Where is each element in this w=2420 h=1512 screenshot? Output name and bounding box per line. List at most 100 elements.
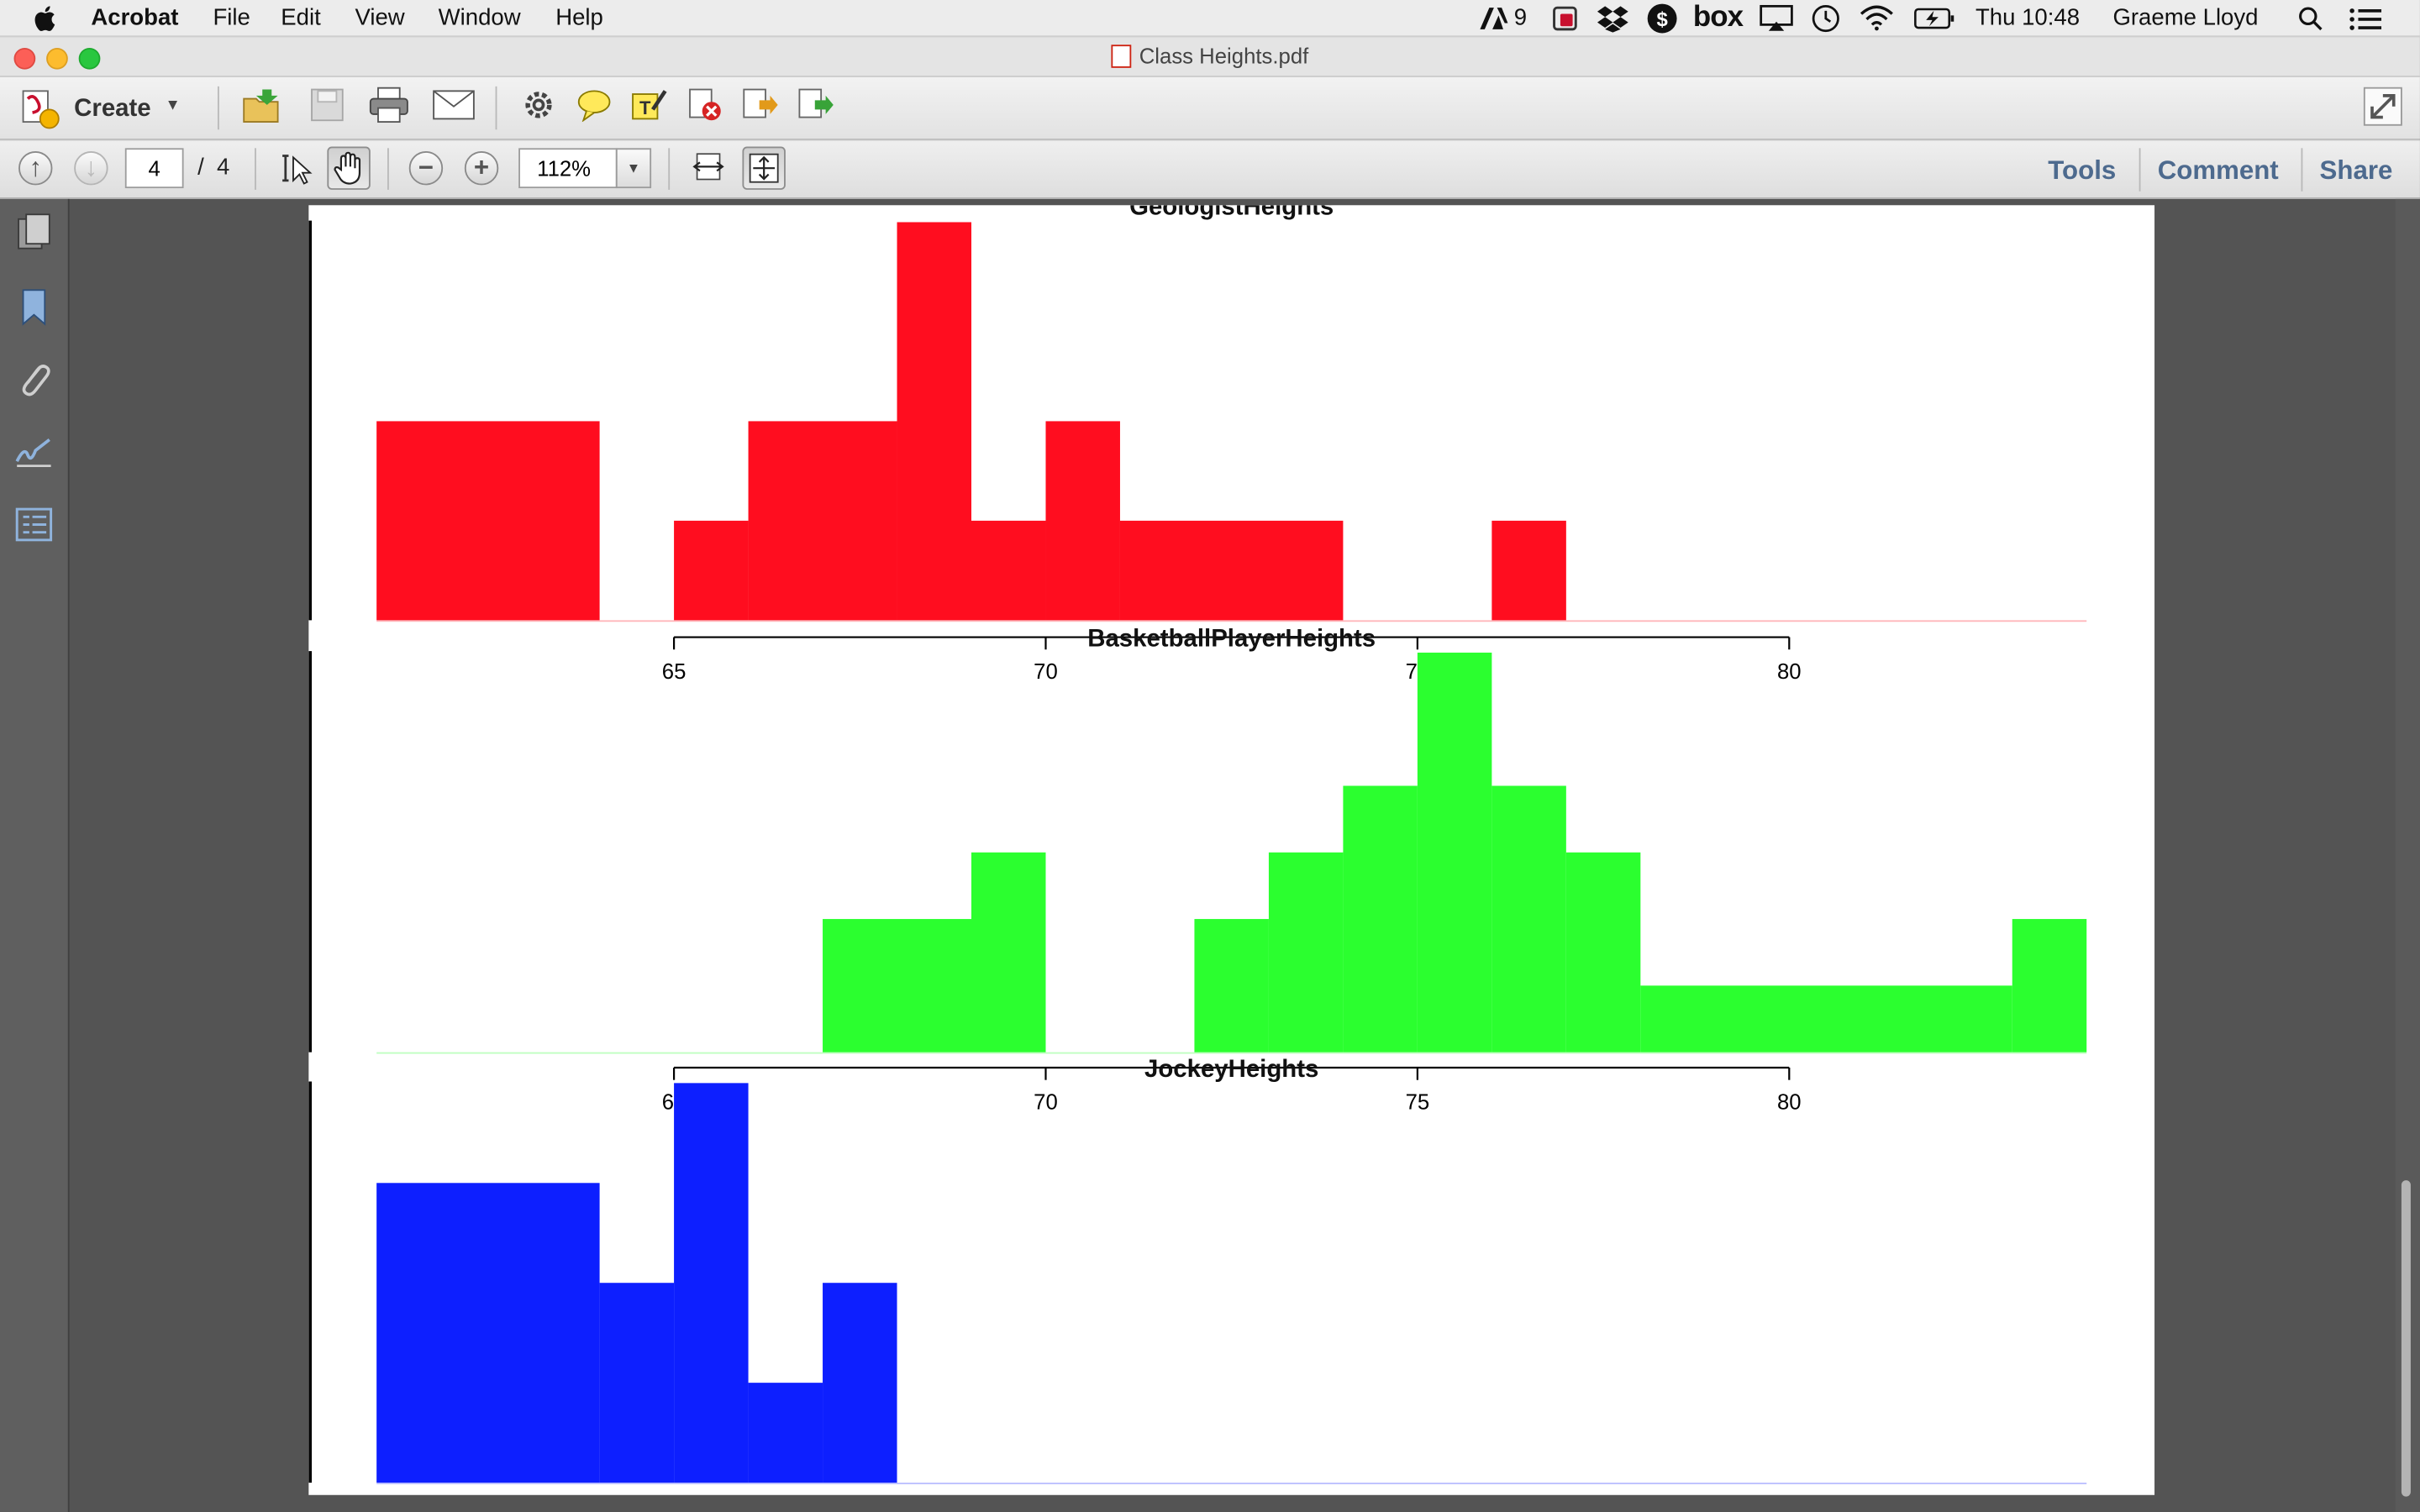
pages-icon[interactable] (13, 212, 55, 255)
save-icon[interactable] (308, 88, 345, 122)
zoom-in-icon[interactable]: + (464, 150, 499, 186)
prev-page-icon[interactable]: ↑ (18, 150, 53, 186)
select-icon[interactable] (278, 151, 315, 185)
fit-width-icon (749, 153, 779, 183)
zoom-level-input[interactable]: 112% (518, 148, 618, 189)
jockey-bar (674, 1083, 749, 1483)
acrobat-badge-icon[interactable] (1551, 5, 1579, 33)
fit-page-icon[interactable] (690, 150, 727, 183)
settings-icon[interactable] (520, 88, 557, 122)
adobe-icon[interactable] (1479, 6, 1510, 30)
basketball-bar (1640, 985, 2012, 1053)
time-machine-icon[interactable] (1810, 3, 1841, 34)
pdf-file-icon (1111, 45, 1132, 68)
page-total: / 4 (197, 154, 230, 181)
create-dropdown-icon[interactable]: ▼ (165, 97, 181, 114)
delete-icon[interactable] (687, 88, 723, 122)
basketball-tick-label: 70 (1034, 1091, 1058, 1115)
comment-bubble-icon[interactable] (576, 88, 613, 123)
menu-window[interactable]: Window (438, 4, 521, 31)
jockey-bar (376, 1183, 600, 1483)
email-icon[interactable] (432, 90, 475, 121)
basketball-bar (823, 919, 972, 1053)
print-icon[interactable] (369, 87, 409, 123)
box-icon[interactable]: box (1692, 1, 1744, 34)
fit-width-button[interactable] (742, 146, 786, 190)
toolbar-separator (2139, 148, 2141, 192)
basketball-tick-label: 75 (1406, 1091, 1430, 1115)
geologist-bar (971, 520, 1046, 621)
page-number-input[interactable]: 4 (124, 148, 184, 189)
menu-file[interactable]: File (213, 4, 250, 31)
basketball-bar (1491, 785, 1566, 1053)
toolbar-separator (217, 86, 219, 130)
basketball-bar (1417, 652, 1492, 1053)
fullscreen-icon[interactable] (2363, 87, 2403, 127)
zoom-dropdown-icon[interactable]: ▼ (615, 148, 652, 189)
scrollbar-thumb[interactable] (2401, 1180, 2411, 1497)
basketball-title: BasketballPlayerHeights (1087, 625, 1376, 653)
svg-text:T: T (639, 97, 651, 118)
window-titlebar: Class Heights.pdf (0, 37, 2420, 77)
layers-icon[interactable] (13, 503, 55, 546)
vertical-scrollbar[interactable] (2395, 198, 2420, 1512)
geologist-tick-label: 80 (1777, 660, 1802, 684)
jockey-bar (748, 1383, 823, 1483)
basketball-bar (971, 852, 1046, 1053)
battery-icon[interactable] (1914, 6, 1957, 30)
tools-link[interactable]: Tools (2048, 155, 2117, 186)
geologist-bar (748, 421, 897, 621)
minimize-button[interactable] (46, 47, 68, 70)
menu-view[interactable]: View (355, 4, 405, 31)
clock[interactable]: Thu 10:48 (1975, 4, 2081, 31)
navigation-toolbar: ↑ ↓ 4 / 4 − + 112% ▼ (0, 140, 2420, 199)
menu-bar: Acrobat File Edit View Window Help 9 $ b… (0, 0, 2420, 38)
open-folder-icon[interactable] (241, 87, 284, 127)
spotlight-icon[interactable] (2298, 6, 2323, 31)
toolbar-separator (387, 148, 389, 190)
zoom-button[interactable] (78, 47, 101, 70)
share-link[interactable]: Share (2319, 155, 2393, 186)
apple-icon[interactable] (34, 5, 58, 33)
create-button[interactable]: Create (74, 95, 151, 123)
pdf-page: GeologistHeights 65 70 75 80 BasketballPlayer… (308, 205, 2155, 1495)
toolbar-separator (2301, 148, 2303, 192)
notification-center-icon[interactable] (2349, 8, 2382, 31)
basketball-bar (2012, 919, 2087, 1053)
geologist-bar (1491, 520, 1566, 621)
basketball-bar (1343, 785, 1418, 1053)
next-page-icon[interactable]: ↓ (74, 150, 108, 186)
basketball-bar (1565, 852, 1641, 1053)
zoom-out-icon[interactable]: − (408, 150, 444, 186)
geologist-bar (1119, 520, 1344, 621)
signatures-icon[interactable] (13, 430, 55, 473)
highlight-icon[interactable]: T (631, 88, 668, 122)
close-button[interactable] (13, 47, 36, 70)
airplay-icon[interactable] (1760, 4, 1793, 33)
evernote-icon[interactable]: $ (1647, 3, 1678, 34)
hand-icon (334, 151, 361, 185)
comment-link[interactable]: Comment (2157, 155, 2279, 186)
geologist-bar (376, 421, 600, 621)
basketball-tick-label: 80 (1777, 1091, 1802, 1115)
basketball-bar (1268, 852, 1344, 1053)
menu-help[interactable]: Help (555, 4, 603, 31)
toolbar-separator (668, 148, 671, 190)
jockey-title: JockeyHeights (1144, 1055, 1318, 1083)
jockey-bar (599, 1283, 675, 1483)
create-icon[interactable] (18, 90, 61, 130)
menu-edit[interactable]: Edit (281, 4, 321, 31)
export-icon[interactable] (741, 88, 778, 122)
wifi-icon[interactable] (1860, 5, 1893, 31)
attachments-icon[interactable] (13, 358, 55, 401)
share-icon[interactable] (797, 88, 834, 122)
adobe-count: 9 (1513, 4, 1528, 31)
app-menu[interactable]: Acrobat (91, 4, 179, 31)
dropbox-icon[interactable] (1597, 5, 1628, 33)
hand-tool-button[interactable] (327, 146, 371, 190)
geologist-title: GeologistHeights (1129, 205, 1334, 220)
basketball-bar (1194, 919, 1269, 1053)
geologist-bar (674, 520, 749, 621)
user-name[interactable]: Graeme Lloyd (2112, 4, 2259, 31)
bookmarks-icon[interactable] (13, 286, 55, 328)
